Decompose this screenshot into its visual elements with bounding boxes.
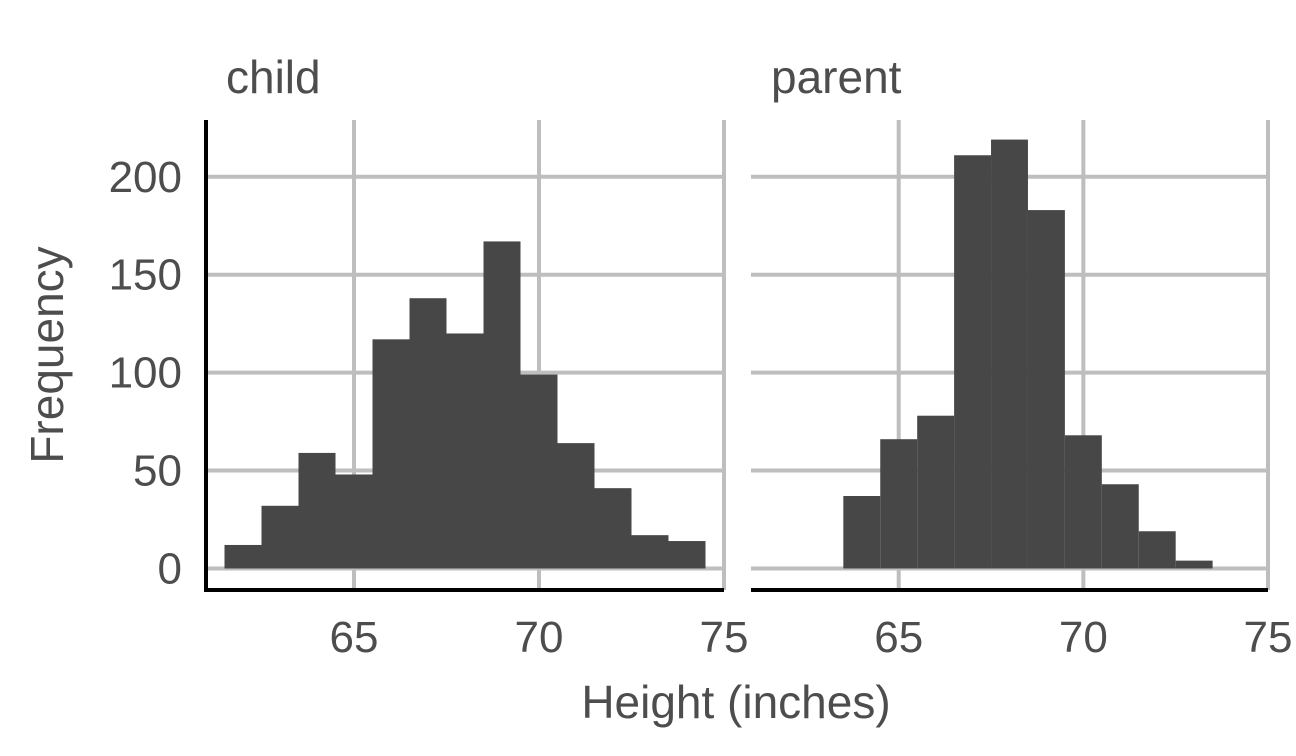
histogram-bar-child (409, 298, 447, 569)
histogram-bar-child (335, 474, 373, 569)
y-tick-label: 50 (133, 447, 182, 496)
y-tick-label: 0 (158, 544, 182, 593)
bars-layer (224, 139, 1213, 569)
histogram-bar-parent (1138, 531, 1176, 569)
x-axis-title: Height (inches) (581, 676, 890, 728)
axes-layer (204, 120, 1268, 592)
histogram-bar-child (372, 339, 410, 569)
histogram-bar-child (594, 488, 632, 569)
y-axis-title: Frequency (21, 246, 73, 463)
histogram-bar-parent (1027, 210, 1065, 569)
histogram-bar-child (520, 374, 558, 569)
histogram-bar-child (446, 333, 484, 569)
histogram-bar-parent (1175, 560, 1213, 569)
histogram-bar-child (483, 241, 521, 569)
labels-layer: 65 70 75 child 65 70 75 parent 0 50 100 150 200 (109, 51, 1293, 662)
histogram-bar-child (261, 505, 299, 569)
y-tick-label: 150 (109, 251, 182, 300)
x-tick-label: 75 (1244, 613, 1293, 662)
facet-strip-label: child (226, 51, 321, 103)
histogram-bar-child (557, 443, 595, 569)
histogram-bar-child (668, 541, 706, 569)
histogram-bar-parent (843, 496, 881, 569)
x-tick-label: 75 (700, 613, 749, 662)
histogram-bar-child (298, 452, 336, 569)
y-tick-label: 100 (109, 349, 182, 398)
histogram-bar-child (631, 535, 669, 569)
histogram-bar-child (224, 544, 262, 569)
histogram-bar-parent (1064, 435, 1102, 569)
y-tick-label: 200 (109, 153, 182, 202)
histogram-bar-parent (917, 415, 955, 569)
x-tick-label: 65 (874, 613, 923, 662)
histogram-bar-parent (880, 439, 918, 569)
x-tick-label: 70 (515, 613, 564, 662)
histogram-bar-parent (954, 155, 992, 569)
facet-strip-label: parent (771, 51, 902, 103)
x-tick-label: 70 (1059, 613, 1108, 662)
histogram-bar-parent (991, 139, 1028, 569)
x-tick-label: 65 (330, 613, 379, 662)
histogram-bar-parent (1101, 484, 1139, 569)
